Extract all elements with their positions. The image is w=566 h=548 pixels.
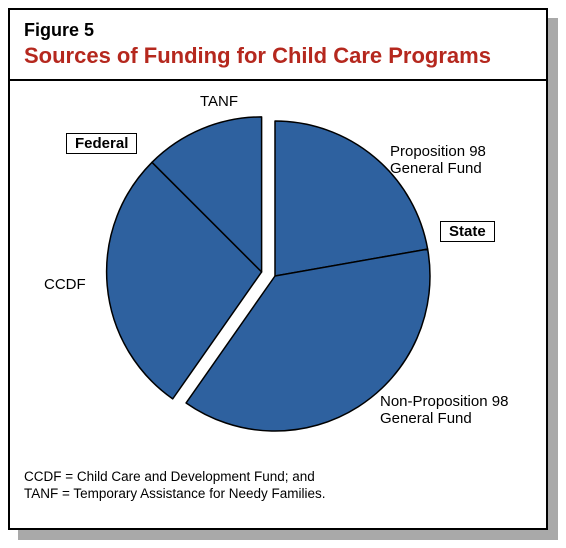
footnote-line-2: TANF = Temporary Assistance for Needy Fa… — [24, 486, 325, 503]
footnotes: CCDF = Child Care and Development Fund; … — [24, 469, 325, 503]
label-ccdf: CCDF — [44, 276, 86, 293]
label-federal: Federal — [66, 133, 137, 154]
figure-box: Figure 5 Sources of Funding for Child Ca… — [8, 8, 548, 530]
figure-title: Sources of Funding for Child Care Progra… — [24, 43, 532, 69]
figure-container: Figure 5 Sources of Funding for Child Ca… — [0, 0, 566, 548]
label-state: State — [440, 221, 495, 242]
figure-header: Figure 5 Sources of Funding for Child Ca… — [10, 10, 546, 75]
pie-chart: TANF Federal CCDF Proposition 98General … — [10, 81, 546, 511]
footnote-line-1: CCDF = Child Care and Development Fund; … — [24, 469, 325, 486]
label-nonprop98: Non-Proposition 98General Fund — [380, 393, 508, 428]
label-prop98: Proposition 98General Fund — [390, 143, 486, 178]
figure-number: Figure 5 — [24, 20, 532, 41]
label-tanf: TANF — [200, 93, 238, 110]
